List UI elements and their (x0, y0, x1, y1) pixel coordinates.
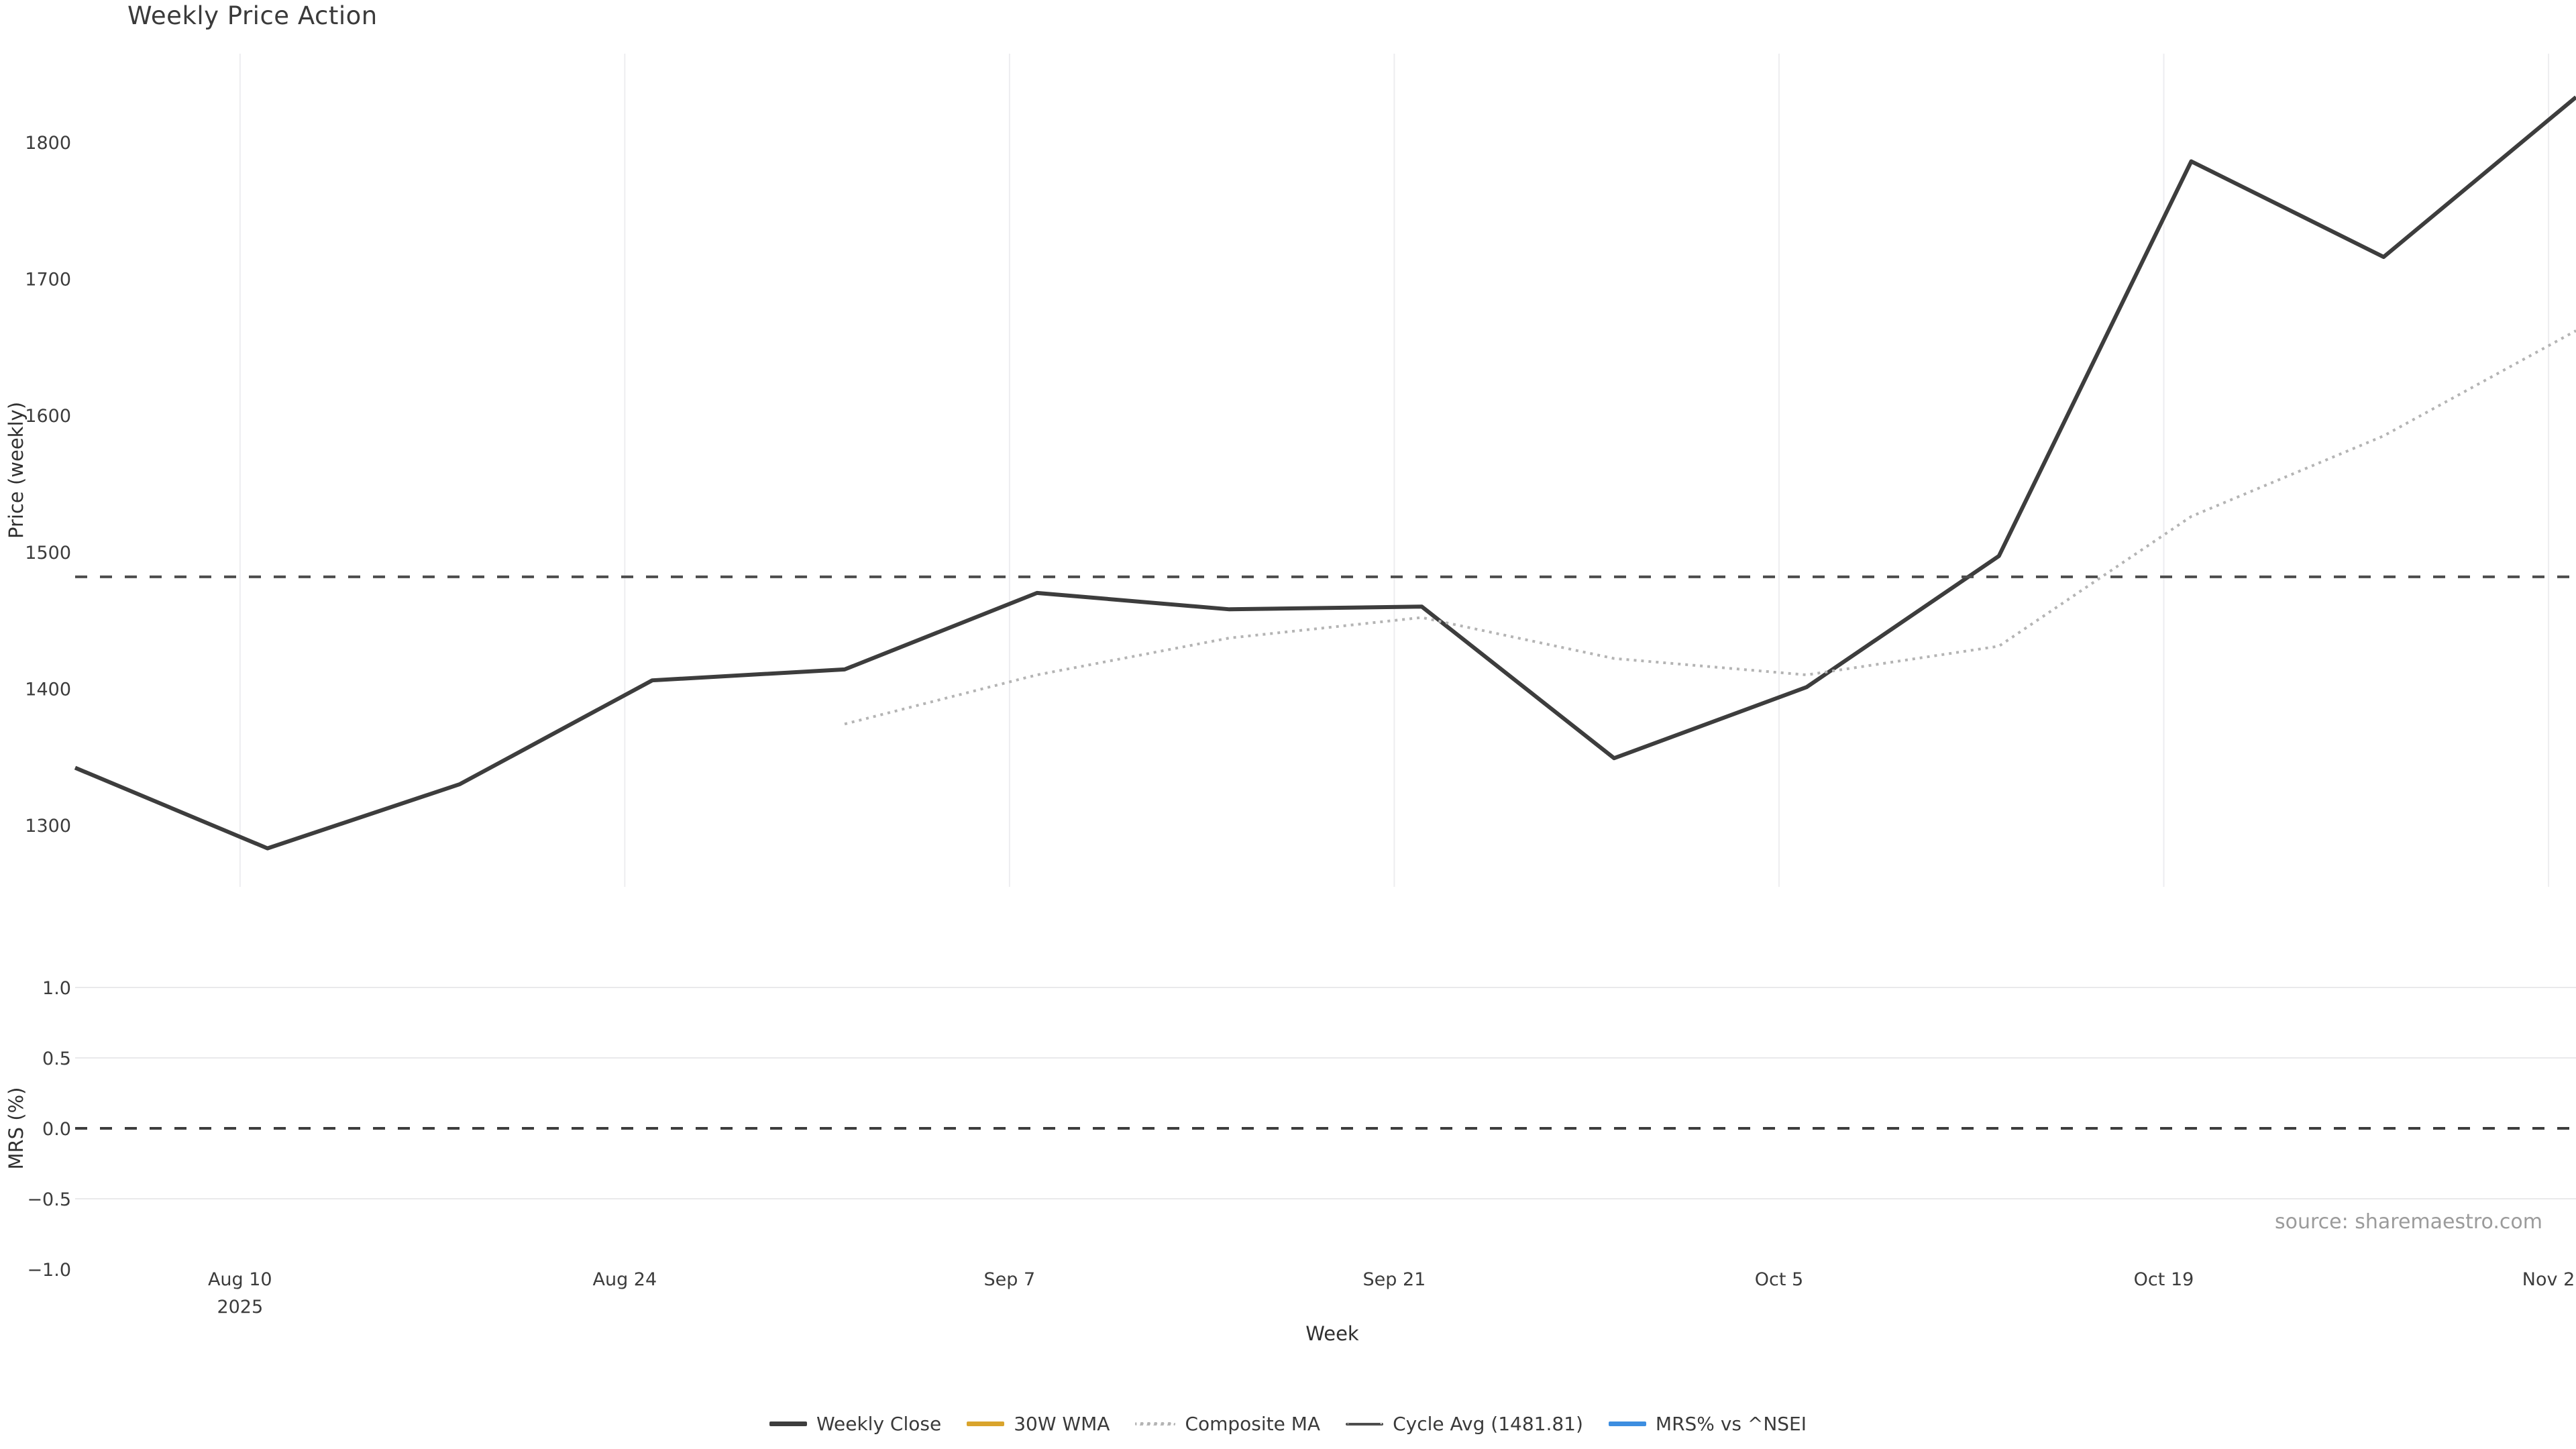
legend-swatch-weekly-close (769, 1421, 807, 1426)
svg-text:1500: 1500 (25, 543, 71, 564)
legend-item-30w-wma: 30W WMA (967, 1413, 1110, 1435)
legend-swatch-mrs-nsei (1608, 1421, 1646, 1426)
legend-item-cycle-avg: Cycle Avg (1481.81) (1346, 1413, 1583, 1435)
svg-text:0.0: 0.0 (42, 1119, 71, 1140)
legend-label-weekly-close: Weekly Close (816, 1413, 942, 1435)
svg-text:Aug 10: Aug 10 (208, 1269, 272, 1290)
svg-text:1700: 1700 (25, 270, 71, 290)
svg-text:Price (weekly): Price (weekly) (5, 402, 28, 539)
source-note: source: sharemaestro.com (2275, 1210, 2542, 1234)
legend-label-cycle-avg: Cycle Avg (1481.81) (1393, 1413, 1583, 1435)
svg-text:1300: 1300 (25, 816, 71, 837)
svg-text:1800: 1800 (25, 133, 71, 154)
legend-swatch-cycle-avg (1346, 1422, 1384, 1426)
svg-text:Sep 21: Sep 21 (1363, 1269, 1426, 1290)
svg-text:Week: Week (1305, 1322, 1359, 1345)
legend-label-composite-ma: Composite MA (1185, 1413, 1321, 1435)
svg-text:Oct 19: Oct 19 (2134, 1269, 2194, 1290)
svg-text:1.0: 1.0 (42, 978, 71, 999)
legend-item-composite-ma: Composite MA (1135, 1413, 1320, 1435)
svg-text:Nov 2: Nov 2 (2522, 1269, 2575, 1290)
legend-swatch-composite-ma (1135, 1422, 1176, 1426)
legend-label-mrs-nsei: MRS% vs ^NSEI (1655, 1413, 1807, 1435)
legend-swatch-30w-wma (967, 1421, 1005, 1426)
svg-text:Sep 7: Sep 7 (984, 1269, 1036, 1290)
svg-text:1400: 1400 (25, 679, 71, 700)
legend-item-weekly-close: Weekly Close (769, 1413, 941, 1435)
legend-item-mrs-nsei: MRS% vs ^NSEI (1608, 1413, 1807, 1435)
svg-text:2025: 2025 (217, 1297, 263, 1318)
legend-label-30w-wma: 30W WMA (1014, 1413, 1110, 1435)
legend: Weekly Close 30W WMA Composite MA Cycle … (0, 1413, 2576, 1435)
svg-text:Aug 24: Aug 24 (593, 1269, 657, 1290)
svg-text:0.5: 0.5 (42, 1049, 71, 1069)
svg-text:1600: 1600 (25, 406, 71, 427)
svg-text:−0.5: −0.5 (27, 1189, 71, 1210)
svg-text:Oct 5: Oct 5 (1755, 1269, 1803, 1290)
svg-text:MRS (%): MRS (%) (5, 1087, 28, 1170)
svg-text:−1.0: −1.0 (27, 1260, 71, 1281)
chart-title: Weekly Price Action (127, 1, 378, 30)
